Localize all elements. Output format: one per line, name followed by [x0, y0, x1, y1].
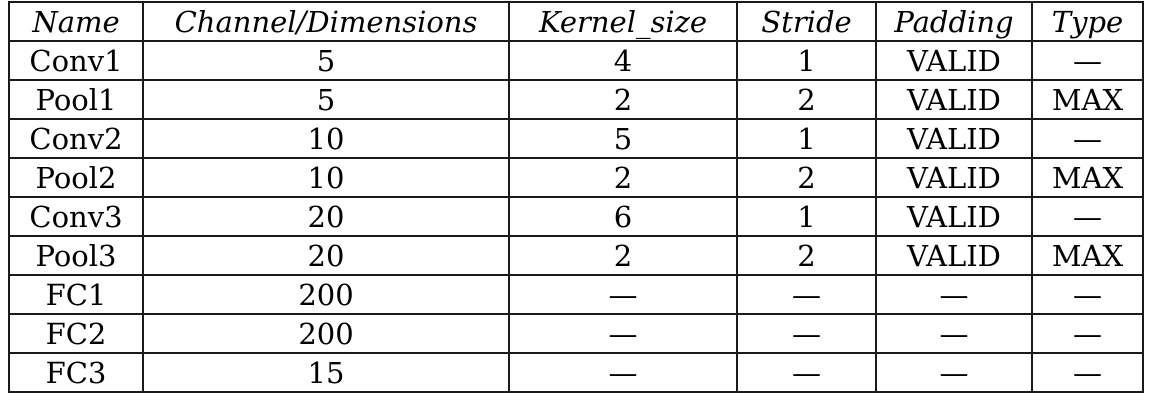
cell-channel-dimensions: 200: [142, 274, 510, 315]
table-row: Conv1 5 4 1 VALID —: [8, 40, 1144, 81]
table-row: FC2 200— — — —: [8, 313, 1144, 354]
header-stride: Stride: [736, 1, 877, 42]
cell-padding: VALID: [875, 40, 1033, 81]
cell-padding: VALID: [875, 235, 1033, 276]
cell-channel-dimensions: 5: [142, 40, 510, 81]
cell-kernel-size: 2: [508, 235, 738, 276]
cell-type: —: [1031, 352, 1144, 393]
cell-kernel-size: —: [508, 313, 738, 354]
cell-name: FC1: [8, 274, 144, 315]
cell-padding: —: [875, 313, 1033, 354]
cell-name: Conv2: [8, 118, 144, 159]
cell-channel-dimensions: 15: [142, 352, 510, 393]
cell-padding: VALID: [875, 79, 1033, 120]
cell-stride: 1: [736, 40, 877, 81]
cell-channel-dimensions: 200: [142, 313, 510, 354]
cell-type: MAX: [1031, 235, 1144, 276]
table-row: FC3 15— — — —: [8, 352, 1144, 393]
cell-type: MAX: [1031, 157, 1144, 198]
cell-name: FC3: [8, 352, 144, 393]
header-row: Name Channel/Dimensions Kernel_size Stri…: [8, 1, 1144, 42]
cell-type: —: [1031, 313, 1144, 354]
header-name: Name: [8, 1, 144, 42]
cell-stride: 2: [736, 79, 877, 120]
cell-name: Pool2: [8, 157, 144, 198]
cell-type: —: [1031, 274, 1144, 315]
table-row: Pool3 20 2 2 VALID MAX: [8, 235, 1144, 276]
table-row: FC1 200— — — —: [8, 274, 1144, 315]
cell-channel-dimensions: 5: [142, 79, 510, 120]
table-row: Conv3 20 6 1 VALID —: [8, 196, 1144, 237]
cell-padding: VALID: [875, 196, 1033, 237]
cell-type: MAX: [1031, 79, 1144, 120]
header-padding: Padding: [875, 1, 1033, 42]
layer-config-table: Name Channel/Dimensions Kernel_size Stri…: [8, 1, 1144, 393]
cell-stride: —: [736, 313, 877, 354]
header-type: Type: [1031, 1, 1144, 42]
cell-kernel-size: 6: [508, 196, 738, 237]
header-kernel-size: Kernel_size: [508, 1, 738, 42]
cell-type: —: [1031, 40, 1144, 81]
cell-kernel-size: 5: [508, 118, 738, 159]
cell-name: Pool3: [8, 235, 144, 276]
cell-type: —: [1031, 118, 1144, 159]
table-row: Pool2 10 2 2 VALID MAX: [8, 157, 1144, 198]
cell-name: Pool1: [8, 79, 144, 120]
cell-name: Conv3: [8, 196, 144, 237]
cell-stride: —: [736, 352, 877, 393]
table-body: Conv1 5 4 1 VALID — Pool1 5 2 2 VALID MAX Conv2 10 5 1 V…: [8, 40, 1144, 393]
cell-kernel-size: 2: [508, 79, 738, 120]
cell-channel-dimensions: 10: [142, 118, 510, 159]
cell-channel-dimensions: 10: [142, 157, 510, 198]
cell-stride: 1: [736, 118, 877, 159]
cell-stride: 2: [736, 235, 877, 276]
cell-kernel-size: 2: [508, 157, 738, 198]
cell-padding: —: [875, 274, 1033, 315]
cell-padding: —: [875, 352, 1033, 393]
cell-name: FC2: [8, 313, 144, 354]
cell-channel-dimensions: 20: [142, 196, 510, 237]
cell-stride: 1: [736, 196, 877, 237]
cell-kernel-size: —: [508, 274, 738, 315]
cell-kernel-size: —: [508, 352, 738, 393]
cell-stride: 2: [736, 157, 877, 198]
cell-type: —: [1031, 196, 1144, 237]
table-row: Pool1 5 2 2 VALID MAX: [8, 79, 1144, 120]
header-channel-dimensions: Channel/Dimensions: [142, 1, 510, 42]
cell-name: Conv1: [8, 40, 144, 81]
cell-padding: VALID: [875, 157, 1033, 198]
cell-padding: VALID: [875, 118, 1033, 159]
cell-channel-dimensions: 20: [142, 235, 510, 276]
table-row: Conv2 10 5 1 VALID —: [8, 118, 1144, 159]
cell-stride: —: [736, 274, 877, 315]
cell-kernel-size: 4: [508, 40, 738, 81]
